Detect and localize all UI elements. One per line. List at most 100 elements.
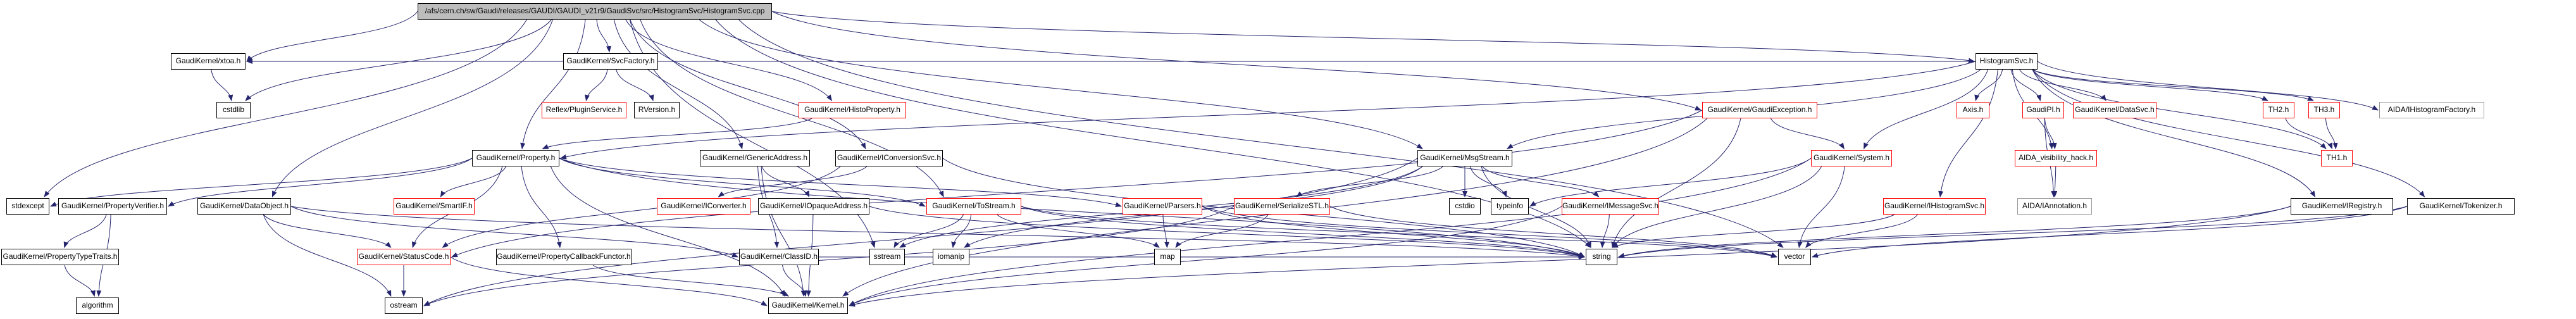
include-edge-root-to-svcfactory xyxy=(596,19,612,53)
graph-node-iconverter[interactable]: GaudiKernel/IConverter.h xyxy=(657,198,750,215)
include-edge-xtoa-to-cstdlib xyxy=(211,69,233,101)
include-edge-ihistogramsvc-to-vector xyxy=(1805,214,1918,248)
include-edge-tostream-to-iomanip xyxy=(951,214,972,248)
graph-node-reflex[interactable]: Reflex/PluginService.h xyxy=(542,102,626,118)
include-edge-imessagesvc-to-kernel xyxy=(849,206,1562,306)
include-edge-th2-to-th1 xyxy=(2285,118,2333,149)
include-edge-imessagesvc-to-string xyxy=(1600,214,1610,248)
graph-node-sstream[interactable]: sstream xyxy=(869,249,905,265)
graph-node-cstdlib[interactable]: cstdlib xyxy=(216,102,251,118)
graph-node-histosvch[interactable]: HistogramSvc.h xyxy=(1976,53,2038,70)
include-edge-histosvch-to-iregistry xyxy=(2032,69,2316,197)
include-edge-root-to-gaudiexception xyxy=(771,11,1702,111)
include-edge-gaudipi-to-aidahack xyxy=(2044,118,2057,149)
include-edge-msgstream-to-typeinfo xyxy=(1470,166,1507,197)
include-edge-histosvch-to-axis xyxy=(1974,69,2003,101)
include-edge-histosvch-to-th3 xyxy=(2032,69,2314,101)
graph-node-gaudipi[interactable]: GaudiPI.h xyxy=(2022,102,2064,118)
graph-node-gaudiexception[interactable]: GaudiKernel/GaudiException.h xyxy=(1702,102,1817,118)
graph-node-svcfactory[interactable]: GaudiKernel/SvcFactory.h xyxy=(563,53,658,70)
include-edge-gaudiexception-to-string xyxy=(1611,118,1741,248)
include-edge-root-to-cstdlib xyxy=(245,19,552,101)
graph-node-ostream[interactable]: ostream xyxy=(385,297,423,314)
include-edge-property-to-parsers xyxy=(559,158,1122,208)
include-edge-serializestl-to-map xyxy=(1175,214,1269,248)
graph-node-propertyverifier[interactable]: GaudiKernel/PropertyVerifier.h xyxy=(58,198,167,215)
graph-node-iannotation[interactable]: AIDA/IAnnotation.h xyxy=(2017,198,2092,215)
graph-node-rversion[interactable]: RVersion.h xyxy=(634,102,680,118)
include-edge-property-to-smartif xyxy=(440,166,506,197)
include-edge-property-to-propertyverifier xyxy=(168,158,473,207)
graph-node-axis[interactable]: Axis.h xyxy=(1957,102,1989,118)
graph-node-th1[interactable]: TH1.h xyxy=(2321,150,2353,166)
include-edge-parsers-to-string xyxy=(1202,206,1585,258)
graph-node-ihistogramsvc[interactable]: GaudiKernel/IHistogramSvc.h xyxy=(1883,198,1986,215)
include-edge-ihistogramsvc-to-string xyxy=(1612,214,1895,248)
graph-node-stdexcept[interactable]: stdexcept xyxy=(6,198,49,215)
graph-node-ihistfactory[interactable]: AIDA/IHistogramFactory.h xyxy=(2379,102,2484,118)
graph-node-smartif[interactable]: GaudiKernel/SmartIF.h xyxy=(394,198,475,215)
graph-node-genericaddress[interactable]: GaudiKernel/GenericAddress.h xyxy=(700,150,810,166)
include-edge-gaudiexception-to-statuscode xyxy=(451,109,1703,258)
graph-node-string[interactable]: string xyxy=(1586,249,1617,265)
include-edge-root-to-xtoa xyxy=(246,11,418,62)
include-edge-root-to-tostream xyxy=(640,19,944,197)
graph-node-classid[interactable]: GaudiKernel/ClassID.h xyxy=(739,249,819,265)
include-edge-property-to-kernel xyxy=(550,166,785,297)
graph-node-th3[interactable]: TH3.h xyxy=(2308,102,2340,118)
graph-node-aidahack[interactable]: AIDA_visibility_hack.h xyxy=(2015,150,2097,166)
include-edge-system-to-kernel xyxy=(849,158,1812,306)
graph-node-dataobject[interactable]: GaudiKernel/DataObject.h xyxy=(197,198,291,215)
graph-node-tostream[interactable]: GaudiKernel/ToStream.h xyxy=(926,198,1021,215)
include-edge-serializestl-to-ostream xyxy=(423,206,1235,306)
graph-node-xtoa[interactable]: GaudiKernel/xtoa.h xyxy=(171,53,246,70)
graph-node-system[interactable]: GaudiKernel/System.h xyxy=(1811,150,1892,166)
include-edge-iregistry-to-string xyxy=(1618,206,2291,258)
graph-node-root[interactable]: /afs/cern.ch/sw/Gaudi/releases/GAUDI/GAU… xyxy=(418,3,772,20)
graph-node-iconversionsvc[interactable]: GaudiKernel/IConversionSvc.h xyxy=(835,150,943,166)
include-edge-system-to-string xyxy=(1612,166,1822,248)
graph-node-statuscode[interactable]: GaudiKernel/StatusCode.h xyxy=(357,249,451,265)
graph-node-parsers[interactable]: GaudiKernel/Parsers.h xyxy=(1123,198,1202,215)
include-edge-histosvch-to-property xyxy=(560,61,1976,160)
include-edge-root-to-iconversionsvc xyxy=(630,19,866,149)
graph-node-iregistry[interactable]: GaudiKernel/IRegistry.h xyxy=(2291,198,2393,215)
include-edge-statuscode-to-kernel xyxy=(450,256,768,306)
include-edge-gaudiexception-to-system xyxy=(1770,118,1845,149)
include-edge-propertycallback-to-kernel xyxy=(593,265,789,297)
include-edge-iopaqueaddress-to-string xyxy=(869,206,1585,258)
include-edge-root-to-property xyxy=(520,19,586,149)
graph-node-map[interactable]: map xyxy=(1154,249,1181,265)
include-edge-tostream-to-string xyxy=(1021,206,1585,258)
graph-node-kernel[interactable]: GaudiKernel/Kernel.h xyxy=(768,297,848,314)
graph-node-th2[interactable]: TH2.h xyxy=(2263,102,2294,118)
graph-node-histoproperty[interactable]: GaudiKernel/HistoProperty.h xyxy=(799,102,906,118)
include-edge-propertyverifier-to-propertytypetraits xyxy=(63,214,107,248)
graph-node-iomanip[interactable]: iomanip xyxy=(933,249,969,265)
graph-node-propertytypetraits[interactable]: GaudiKernel/PropertyTypeTraits.h xyxy=(1,249,119,265)
graph-node-property[interactable]: GaudiKernel/Property.h xyxy=(472,150,559,166)
graph-node-tokenizer[interactable]: GaudiKernel/Tokenizer.h xyxy=(2407,198,2515,215)
graph-node-vector[interactable]: vector xyxy=(1778,249,1811,265)
include-edge-parsers-to-map xyxy=(1162,214,1170,248)
graph-node-serializestl[interactable]: GaudiKernel/SerializeSTL.h xyxy=(1234,198,1330,215)
graph-node-propertycallback[interactable]: GaudiKernel/PropertyCallbackFunctor.h xyxy=(496,249,632,265)
include-edge-histosvch-to-gaudipi xyxy=(2010,69,2042,101)
graph-node-algorithm[interactable]: algorithm xyxy=(76,297,119,314)
graph-node-imessagesvc[interactable]: GaudiKernel/IMessageSvc.h xyxy=(1562,198,1659,215)
include-edge-svcfactory-to-reflex xyxy=(585,69,608,101)
graph-node-msgstream[interactable]: GaudiKernel/MsgStream.h xyxy=(1417,150,1512,166)
include-edge-tokenizer-to-vector xyxy=(1812,206,2408,258)
graph-node-typeinfo[interactable]: typeinfo xyxy=(1491,198,1529,215)
graph-node-iopaqueaddress[interactable]: GaudiKernel/IOpaqueAddress.h xyxy=(758,198,869,215)
graph-node-cstdio[interactable]: cstdio xyxy=(1449,198,1481,215)
include-edge-root-to-genericaddress xyxy=(613,19,744,149)
graph-node-datasvc[interactable]: GaudiKernel/DataSvc.h xyxy=(2073,102,2156,118)
include-edge-msgstream-to-imessagesvc xyxy=(1482,166,1600,197)
include-edge-parsers-to-vector xyxy=(1202,206,1777,258)
include-edge-iconversionsvc-to-iconverter xyxy=(718,166,868,197)
include-edge-root-to-histosvch xyxy=(771,11,1975,63)
include-edge-tostream-to-sstream xyxy=(893,214,964,248)
include-edge-dataobject-to-statuscode xyxy=(263,214,392,248)
include-edge-genericaddress-to-iopaqueaddress xyxy=(761,166,810,197)
